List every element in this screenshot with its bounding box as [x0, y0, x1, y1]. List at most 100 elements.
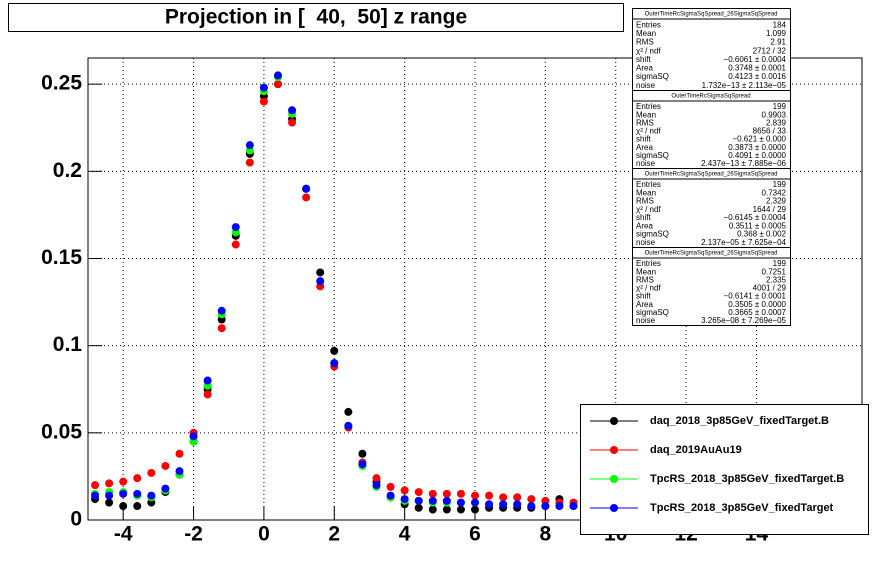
stat-label: χ² / ndf — [636, 205, 661, 214]
data-point — [119, 477, 128, 486]
data-point — [147, 468, 156, 477]
stat-value: 3.265e−08 ± 7.269e−05 — [701, 316, 786, 325]
data-point — [175, 449, 184, 458]
data-point — [161, 484, 170, 493]
data-point — [119, 489, 128, 498]
x-tick-label: -4 — [114, 523, 133, 546]
x-tick-label: -2 — [184, 523, 203, 546]
data-point — [527, 495, 536, 504]
stat-value: 2.839 — [766, 118, 787, 127]
stat-box — [632, 168, 791, 248]
data-point — [442, 496, 451, 505]
data-point — [91, 481, 100, 490]
stat-value: −0.6141 ± 0.0001 — [724, 292, 787, 301]
data-point — [119, 502, 128, 511]
data-point — [471, 498, 479, 507]
stat-value: 0.9903 — [762, 110, 787, 119]
stat-box-title: OuterTimeRcSigmaSqSpread_26SigmaSqSpread — [645, 12, 778, 18]
data-point — [569, 502, 578, 511]
data-point — [217, 306, 226, 315]
data-point — [273, 71, 282, 80]
stat-label: shift — [636, 292, 651, 301]
stat-value: 2.335 — [766, 275, 787, 284]
stat-label: noise — [636, 159, 656, 168]
x-tick-label: 2 — [328, 523, 340, 546]
x-tick-label: 8 — [540, 523, 552, 546]
data-point — [386, 491, 395, 500]
stat-label: Area — [636, 221, 653, 230]
data-point — [499, 500, 508, 509]
stat-label: sigmaSQ — [636, 230, 669, 239]
stat-value: 2.91 — [770, 38, 786, 47]
stat-value: 199 — [773, 102, 787, 111]
data-point — [428, 496, 437, 505]
legend-marker — [610, 475, 618, 483]
data-point — [175, 467, 184, 476]
stat-box — [632, 247, 791, 326]
legend-marker — [610, 417, 618, 425]
stat-box-title: OuterTimeRcSigmaSqSpread — [671, 94, 750, 100]
data-point — [105, 479, 114, 488]
data-point — [203, 390, 212, 399]
data-point — [471, 491, 479, 500]
data-point — [316, 277, 325, 286]
y-tick-label: 0.05 — [41, 420, 82, 443]
data-point — [499, 493, 508, 502]
data-point — [259, 97, 268, 106]
stat-value: 4001 / 29 — [753, 284, 787, 293]
data-point — [485, 500, 494, 509]
data-point — [442, 489, 451, 498]
data-point — [105, 491, 114, 500]
stat-label: shift — [636, 213, 651, 222]
data-point — [541, 502, 550, 511]
data-point — [344, 421, 353, 430]
stat-value: 2.437e−13 ± 7.885e−06 — [701, 159, 786, 168]
data-point — [386, 482, 395, 491]
stat-value: 199 — [773, 180, 787, 189]
data-point — [91, 491, 100, 500]
stat-value: 199 — [773, 259, 787, 268]
legend-marker — [610, 504, 618, 512]
stat-label: RMS — [636, 197, 654, 206]
legend-label: daq_2018_3p85GeV_fixedTarget.B — [650, 415, 829, 427]
data-point — [400, 495, 409, 504]
stat-label: noise — [636, 238, 656, 247]
data-point — [513, 493, 522, 502]
data-point — [456, 489, 465, 498]
stat-value: 8656 / 33 — [753, 127, 787, 136]
legend-label: TpcRS_2018_3p85GeV_fixedTarget.B — [650, 473, 844, 485]
chart-title: Projection in [ 40, 50] z range — [165, 6, 467, 29]
stat-label: noise — [636, 81, 656, 90]
stat-value: 184 — [773, 20, 787, 29]
stat-label: RMS — [636, 275, 654, 284]
data-point — [372, 474, 381, 483]
stat-value: 2712 / 32 — [753, 46, 787, 55]
plot-border — [87, 57, 863, 521]
x-tick-label: 0 — [258, 523, 270, 546]
data-point — [330, 359, 339, 368]
stat-label: sigmaSQ — [636, 308, 669, 317]
stat-label: Area — [636, 300, 653, 309]
stat-box — [632, 90, 791, 169]
stat-value: 2.137e−05 ± 7.625e−04 — [701, 238, 786, 247]
data-point — [428, 489, 437, 498]
stat-value: −0.621 ± 0.000 — [732, 135, 786, 144]
stat-label: χ² / ndf — [636, 127, 661, 136]
data-point — [372, 481, 381, 490]
data-point — [555, 502, 564, 511]
data-point — [442, 505, 451, 514]
data-point — [414, 503, 423, 512]
x-tick-label: 4 — [399, 523, 411, 546]
data-point — [133, 502, 142, 511]
stat-label: Mean — [636, 110, 656, 119]
stat-label: RMS — [636, 118, 654, 127]
stat-label: shift — [636, 55, 651, 64]
y-tick-label: 0.1 — [53, 333, 83, 356]
stat-label: Entries — [636, 259, 661, 268]
stat-label: Area — [636, 64, 653, 73]
data-point — [288, 106, 297, 115]
stat-value: 0.7251 — [762, 267, 787, 276]
title-box — [8, 3, 624, 32]
data-point — [147, 491, 156, 500]
data-point — [273, 80, 282, 89]
